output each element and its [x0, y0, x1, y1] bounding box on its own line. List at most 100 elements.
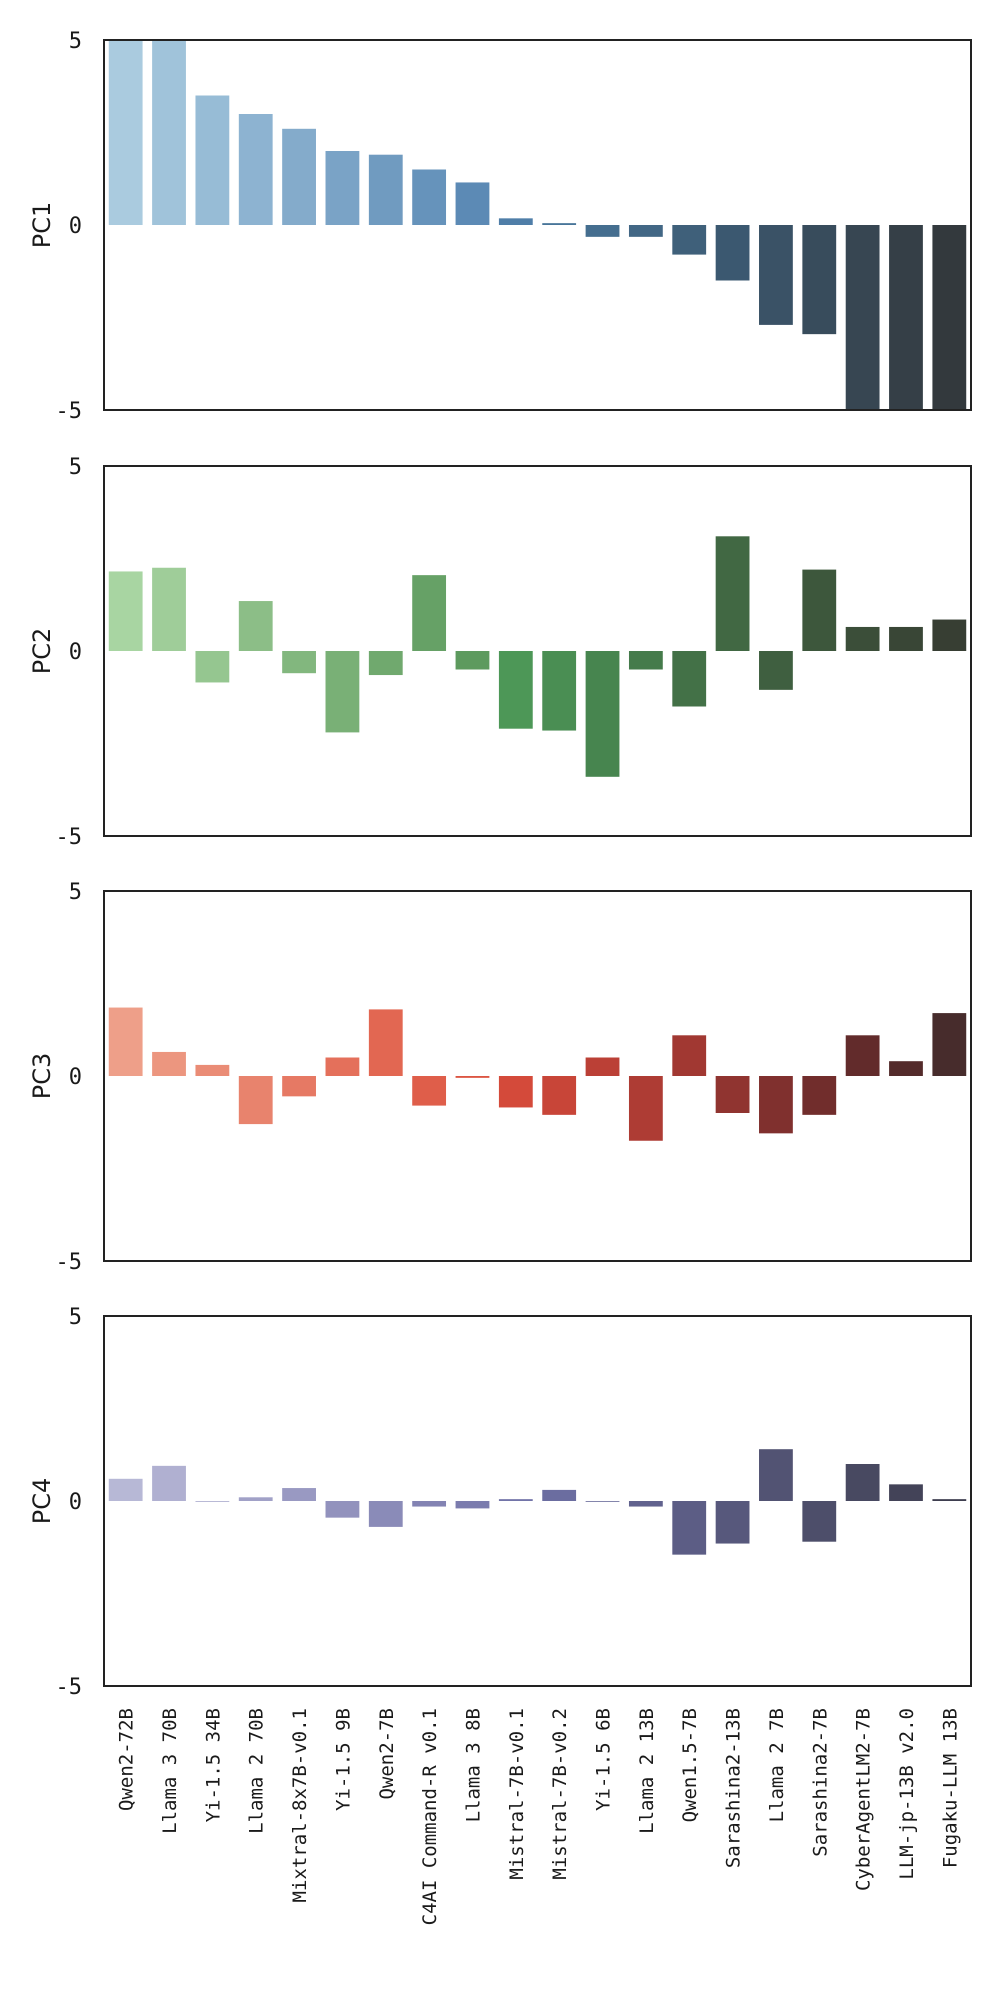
bar-pc4-13 — [672, 1501, 707, 1555]
y-axis-label-pc2: PC2 — [28, 628, 56, 675]
bar-pc4-17 — [845, 1464, 880, 1501]
bar-pc3-8 — [455, 1076, 490, 1078]
bar-pc2-18 — [889, 626, 923, 651]
bar-pc1-10 — [542, 223, 577, 225]
y-tick-label-pc1-2: -5 — [56, 399, 83, 424]
x-tick-label-1: Llama 3 70B — [159, 1708, 181, 1834]
bar-pc2-17 — [845, 626, 880, 651]
bar-pc3-13 — [672, 1035, 707, 1076]
bar-pc3-16 — [802, 1076, 837, 1115]
bar-pc4-16 — [802, 1501, 837, 1542]
axes-frame-pc1 — [103, 39, 972, 411]
bar-pc3-14 — [715, 1076, 750, 1113]
bar-pc2-2 — [195, 651, 230, 683]
bar-pc2-5 — [325, 651, 360, 733]
x-tick-label-4: Mixtral-8x7B-v0.1 — [289, 1708, 311, 1902]
x-axis-labels: Qwen2-72B Llama 3 70B Yi-1.5 34B Llama 2 70… — [116, 1708, 962, 1925]
bar-pc2-0 — [108, 571, 143, 651]
bar-pc1-14 — [715, 225, 750, 281]
bar-pc4-6 — [368, 1501, 403, 1527]
bar-pc4-4 — [282, 1488, 316, 1501]
bar-pc3-9 — [498, 1076, 533, 1108]
x-tick-label-8: Llama 3 8B — [462, 1708, 484, 1822]
bar-pc2-13 — [672, 651, 707, 707]
x-tick-label-18: LLM-jp-13B v2.0 — [896, 1708, 918, 1880]
bar-pc1-1 — [152, 40, 186, 225]
bar-pc1-6 — [368, 154, 403, 225]
bar-pc1-2 — [195, 95, 230, 225]
bar-pc2-14 — [715, 536, 750, 651]
y-tick-label-pc1-0: 5 — [69, 29, 82, 54]
bar-pc3-19 — [932, 1013, 967, 1076]
y-tick-label-pc2-1: 0 — [69, 640, 82, 665]
x-tick-label-6: Qwen2-7B — [376, 1708, 398, 1800]
y-tick-label-pc3-2: -5 — [56, 1250, 83, 1275]
x-tick-label-3: Llama 2 70B — [246, 1708, 268, 1834]
bar-pc1-15 — [759, 225, 793, 325]
x-tick-label-9: Mistral-7B-v0.1 — [506, 1708, 528, 1880]
bar-pc2-1 — [152, 567, 186, 651]
bar-pc4-12 — [628, 1501, 663, 1507]
bar-pc3-7 — [412, 1076, 447, 1106]
y-tick-label-pc2-0: 5 — [69, 455, 82, 480]
bar-pc1-3 — [238, 114, 273, 225]
bar-pc4-14 — [715, 1501, 750, 1544]
bar-pc3-12 — [628, 1076, 663, 1141]
x-tick-label-12: Llama 2 13B — [636, 1708, 658, 1834]
bar-pc1-13 — [672, 225, 707, 255]
bar-pc4-19 — [932, 1499, 967, 1501]
x-tick-label-15: Llama 2 7B — [766, 1708, 788, 1822]
bar-pc4-1 — [152, 1465, 186, 1501]
bar-pc4-5 — [325, 1501, 360, 1518]
x-tick-label-13: Qwen1.5-7B — [679, 1708, 701, 1822]
bar-pc1-17 — [845, 225, 880, 410]
axes-frame-pc2 — [103, 465, 972, 837]
bar-pc2-11 — [585, 651, 620, 777]
y-axis-label-pc1: PC1 — [28, 202, 56, 249]
axes-frame-pc3 — [103, 890, 972, 1262]
y-tick-label-pc3-0: 5 — [69, 880, 82, 905]
bar-pc2-8 — [455, 651, 490, 670]
x-tick-label-14: Sarashina2-13B — [723, 1708, 745, 1868]
bar-pc3-11 — [585, 1057, 620, 1076]
y-axis-label-pc3: PC3 — [28, 1053, 56, 1100]
bar-pc1-12 — [628, 225, 663, 237]
bar-pc1-18 — [889, 225, 923, 410]
bar-pc3-18 — [889, 1061, 923, 1076]
y-axis-label-pc4: PC4 — [28, 1478, 56, 1525]
bar-pc3-5 — [325, 1057, 360, 1076]
y-tick-label-pc1-1: 0 — [69, 214, 82, 239]
bar-pc4-15 — [759, 1449, 793, 1501]
bar-pc2-19 — [932, 619, 967, 651]
bar-pc1-11 — [585, 225, 620, 237]
bar-pc1-7 — [412, 169, 447, 225]
x-tick-label-2: Yi-1.5 34B — [202, 1708, 224, 1822]
y-tick-label-pc4-0: 5 — [69, 1305, 82, 1330]
bar-pc3-4 — [282, 1076, 316, 1097]
bar-pc3-6 — [368, 1009, 403, 1076]
bar-pc3-10 — [542, 1076, 577, 1115]
bar-pc1-0 — [108, 40, 143, 225]
bar-pc3-1 — [152, 1051, 186, 1076]
panel-pc2: 5 0 -5 PC2 — [28, 455, 972, 850]
x-tick-label-0: Qwen2-72B — [116, 1708, 138, 1811]
panel-pc1: 5 0 -5 PC1 — [28, 29, 972, 424]
bar-pc4-18 — [889, 1484, 923, 1501]
bar-pc2-10 — [542, 651, 577, 731]
bar-pc4-0 — [108, 1478, 143, 1501]
bar-pc3-2 — [195, 1064, 230, 1076]
bar-pc4-10 — [542, 1489, 577, 1501]
bar-pc2-4 — [282, 651, 316, 674]
bar-pc3-3 — [238, 1076, 273, 1125]
x-tick-label-17: CyberAgentLM2-7B — [853, 1708, 875, 1891]
bar-pc1-16 — [802, 225, 837, 335]
bar-pc2-9 — [498, 651, 533, 729]
y-tick-label-pc4-1: 0 — [69, 1490, 82, 1515]
y-tick-label-pc4-2: -5 — [56, 1675, 83, 1700]
bar-pc2-7 — [412, 575, 447, 651]
bar-pc1-4 — [282, 128, 316, 225]
bar-pc2-12 — [628, 651, 663, 670]
bar-pc4-3 — [238, 1497, 273, 1501]
